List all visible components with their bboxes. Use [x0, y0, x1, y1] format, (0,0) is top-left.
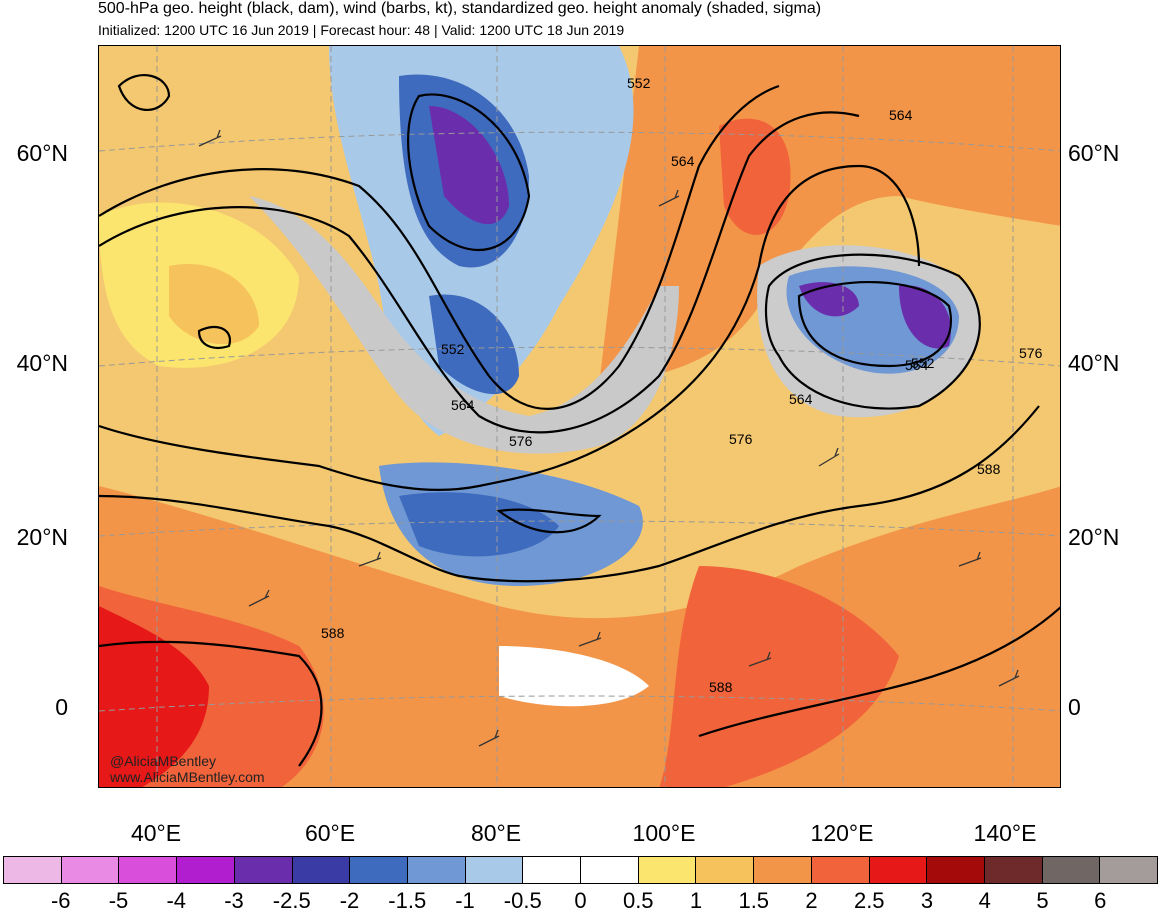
contour-label: 564 [451, 397, 475, 413]
colorbar-tick-label: -5 [108, 888, 129, 913]
map-graphic: 552 564 552 564 576 564 564 564 552 576 … [99, 46, 1060, 787]
contour-label: 564 [889, 107, 913, 123]
colorbar-segment [1100, 857, 1158, 883]
colorbar-tick-label: 1 [689, 888, 703, 913]
chart-subtitle: Initialized: 1200 UTC 16 Jun 2019 | Fore… [98, 22, 625, 38]
colorbar-segment [292, 857, 351, 883]
colorbar-tick-label: 5 [1036, 888, 1049, 913]
colorbar-segment [581, 857, 639, 883]
map-panel: 552 564 552 564 576 564 564 564 552 576 … [98, 45, 1061, 788]
colorbar-tick-label: 3 [920, 888, 934, 913]
lat-label-20n-right: 20°N [1068, 524, 1120, 550]
colorbar-tick-label: -0.5 [503, 888, 542, 913]
colorbar-tick-label: 4 [978, 888, 991, 913]
contour-label: 588 [977, 461, 1001, 477]
lat-label-40n-right: 40°N [1068, 350, 1120, 376]
lon-label-60e: 60°E [304, 820, 356, 846]
colorbar-tick-label: -2.5 [272, 888, 311, 913]
colorbar-segment [869, 857, 928, 883]
colorbar-tick-label: 1.5 [738, 888, 770, 913]
gray-transition-band [249, 196, 679, 454]
colorbar-segment [350, 857, 408, 883]
lon-label-80e: 80°E [470, 820, 522, 846]
colorbar-tick-label: 6 [1094, 888, 1107, 913]
watermark-handle: @AliciaMBentley [110, 753, 217, 769]
lon-label-140e: 140°E [973, 820, 1037, 846]
extreme-positive-anomaly-west [99, 606, 209, 787]
colorbar-tick-label: 0.5 [622, 888, 654, 913]
negative-anomaly-south-asia-core [399, 492, 559, 557]
colorbar-segment [638, 857, 697, 883]
graticule [99, 46, 1060, 787]
contour-label: 588 [709, 679, 733, 695]
colorbar-tick-label: -2 [339, 888, 360, 913]
colorbar-tick-label: -1 [455, 888, 475, 913]
colorbar-segment [407, 857, 466, 883]
colorbar-tick-label: -6 [50, 888, 71, 913]
colorbar-segment [177, 857, 235, 883]
lat-label-0-right: 0 [1068, 694, 1081, 720]
colorbar-tick-label: 0 [574, 888, 587, 913]
europe-warm-core [169, 264, 259, 345]
colorbar-segment [61, 857, 120, 883]
colorbar-segment [984, 857, 1043, 883]
lat-label-60n-left: 60°N [16, 140, 68, 166]
colorbar-segment [696, 857, 755, 883]
neutral-anomaly-india [499, 646, 649, 707]
colorbar-segment [754, 857, 812, 883]
contour-label: 564 [905, 357, 929, 373]
colorbar-tick-label: -3 [224, 888, 244, 913]
lon-label-120e: 120°E [810, 820, 874, 846]
contour-label-group: 552 564 552 564 576 564 564 564 552 576 … [321, 75, 1043, 695]
colorbar-tick-label: 2 [805, 888, 818, 913]
colorbar-segment [4, 857, 62, 883]
contour-label: 588 [321, 625, 345, 641]
contour-label: 552 [441, 341, 465, 357]
lon-label-100e: 100°E [632, 820, 696, 846]
lat-label-40n-left: 40°N [16, 350, 68, 376]
contour-label: 564 [671, 153, 695, 169]
positive-anomaly-se-asia [659, 566, 899, 787]
hot-spot-siberia [719, 118, 791, 235]
warm-band-north [599, 46, 1060, 386]
colorbar-segment [1042, 857, 1101, 883]
negative-anomaly-center [429, 106, 509, 225]
colorbar-segment [119, 857, 178, 883]
colorbar-segment [927, 857, 985, 883]
colorbar-tick-label: 2.5 [853, 888, 885, 913]
wind-barbs [198, 129, 1020, 747]
contour-label: 552 [911, 355, 935, 371]
watermark-url: www.AliciaMBentley.com [110, 769, 265, 785]
lat-label-60n-right: 60°N [1068, 140, 1120, 166]
lon-label-40e: 40°E [130, 820, 182, 846]
chart-title: 500-hPa geo. height (black, dam), wind (… [98, 0, 822, 17]
lat-label-0-left: 0 [55, 694, 68, 720]
contour-label: 576 [509, 433, 533, 449]
colorbar-segment [523, 857, 582, 883]
lat-label-20n-left: 20°N [16, 524, 68, 550]
contour-label: 552 [627, 75, 651, 91]
contour-label: 576 [729, 431, 753, 447]
colorbar-segment [234, 857, 293, 883]
contour-label: 576 [1019, 345, 1043, 361]
negative-anomaly-east-inner [799, 282, 951, 349]
colorbar-tick-label: -1.5 [388, 888, 427, 913]
colorbar-segment [465, 857, 524, 883]
height-contours [99, 74, 1060, 767]
colorbar-segment [811, 857, 870, 883]
contour-label: 564 [789, 391, 813, 407]
colorbar-tick-label: -4 [166, 888, 187, 913]
colorbar [3, 856, 1158, 884]
